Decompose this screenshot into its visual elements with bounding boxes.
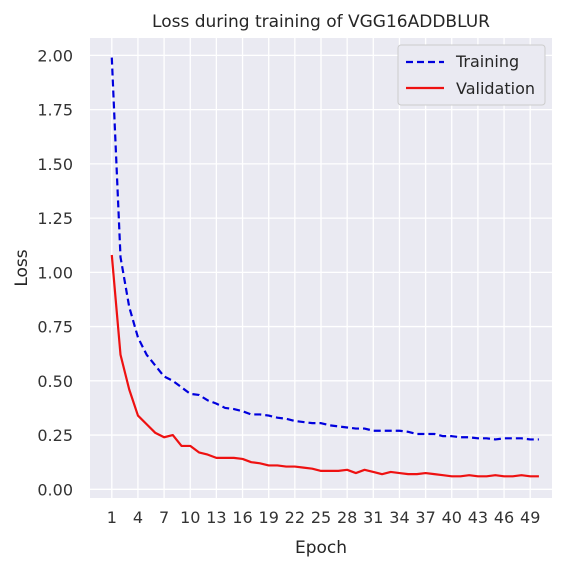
legend: Training Validation	[397, 44, 546, 106]
legend-box	[397, 44, 546, 106]
series-line-training	[110, 57, 539, 441]
y-tick-label: 0.00	[37, 480, 73, 499]
y-tick-label: 0.75	[37, 318, 73, 337]
x-tick-label: 49	[520, 508, 540, 527]
series-line-validation	[110, 254, 539, 478]
x-tick-label: 40	[442, 508, 462, 527]
series-group	[110, 57, 539, 478]
y-tick-label: 1.00	[37, 263, 73, 282]
x-tick-label: 4	[133, 508, 143, 527]
x-tick-label: 25	[311, 508, 331, 527]
legend-label-training: Training	[455, 52, 519, 71]
y-tick-label: 0.50	[37, 372, 73, 391]
y-tick-label: 1.50	[37, 155, 73, 174]
y-tick-label: 0.25	[37, 426, 73, 445]
x-tick-label: 1	[107, 508, 117, 527]
tick-labels: 1 4 7 10 13 16 19 22 25 28 31 34 37 40 43 46 49 0.00 0.25 0…	[37, 46, 540, 527]
x-tick-label: 37	[415, 508, 435, 527]
x-axis-label: Epoch	[295, 538, 347, 558]
x-tick-label: 19	[259, 508, 279, 527]
y-axis-label: Loss	[12, 249, 32, 286]
x-tick-label: 43	[468, 508, 488, 527]
x-tick-label: 16	[232, 508, 252, 527]
x-tick-label: 13	[206, 508, 226, 527]
x-tick-label: 34	[389, 508, 409, 527]
x-tick-label: 28	[337, 508, 357, 527]
x-tick-label: 22	[285, 508, 305, 527]
x-tick-label: 10	[180, 508, 200, 527]
x-tick-label: 46	[494, 508, 514, 527]
legend-label-validation: Validation	[456, 79, 535, 98]
x-tick-label: 31	[363, 508, 383, 527]
x-tick-label: 7	[159, 508, 169, 527]
y-tick-label: 1.25	[37, 209, 73, 228]
chart-title: Loss during training of VGG16ADDBLUR	[152, 12, 490, 32]
y-tick-label: 1.75	[37, 101, 73, 120]
y-tick-label: 2.00	[37, 46, 73, 65]
